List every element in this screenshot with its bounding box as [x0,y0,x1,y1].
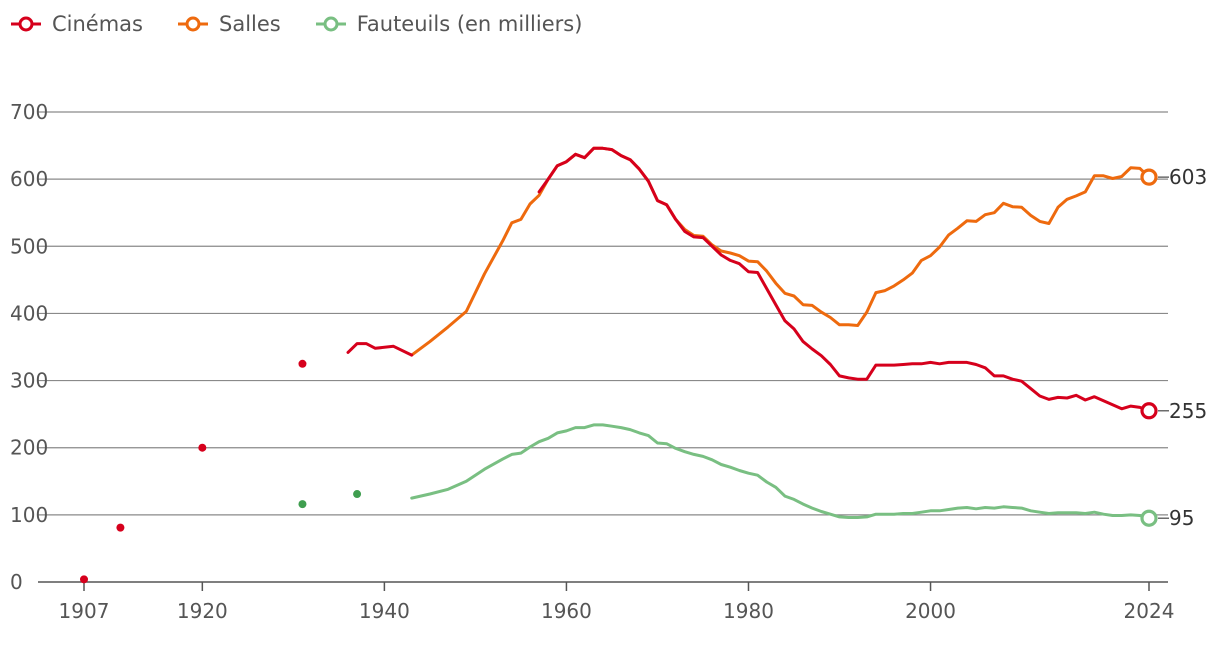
y-tick-label-700: 700 [10,100,48,124]
end-marker-fauteuils[interactable] [1140,509,1158,527]
y-tick-label-200: 200 [10,436,48,460]
x-tick-label-1940: 1940 [359,599,410,623]
x-tick-label-2000: 2000 [905,599,956,623]
legend: Cinémas Salles Fauteuils (en milliers) [10,12,582,36]
legend-marker-salles [178,16,208,32]
end-label-cinemas: 255 [1169,399,1207,423]
data-point-cinemas-1920 [198,443,207,452]
legend-label-salles: Salles [219,12,281,36]
data-point-fauteuils-1937 [353,490,362,499]
x-tick-label-1920: 1920 [177,599,228,623]
y-tick-label-500: 500 [10,234,48,258]
legend-item-cinemas[interactable]: Cinémas [10,12,143,36]
legend-marker-fauteuils [315,16,346,32]
axis-layer: 0 100 200 300 400 500 600 700 1907 1920 1940 1960 19… [10,100,1174,623]
legend-item-fauteuils[interactable]: Fauteuils (en milliers) [315,12,583,36]
x-tick-label-1980: 1980 [723,599,774,623]
x-tick-label-2024: 2024 [1124,599,1175,623]
end-label-fauteuils: 95 [1169,506,1194,530]
legend-label-cinemas: Cinémas [52,12,143,36]
data-point-cinemas-1907 [80,575,88,584]
data-point-cinemas-1911 [116,523,125,532]
y-tick-label-100: 100 [10,503,48,527]
legend-label-fauteuils: Fauteuils (en milliers) [356,12,583,36]
end-label-salles: 603 [1169,165,1207,189]
legend-marker-cinemas [11,16,41,32]
y-tick-label-400: 400 [10,301,48,325]
series-line-cinemas [346,146,1151,413]
data-point-cinemas-1931 [298,359,307,368]
end-marker-cinemas[interactable] [1140,402,1158,420]
series-line-fauteuils [410,423,1151,520]
y-tick-label-0: 0 [10,570,23,594]
x-tick-label-1907: 1907 [59,599,110,623]
data-point-fauteuils-1931 [298,500,307,509]
grid-layer [38,111,1168,516]
legend-item-salles[interactable]: Salles [177,12,281,36]
x-tick-label-1960: 1960 [541,599,592,623]
label-layer: 255 603 95 [1140,165,1207,530]
series-layer [80,146,1151,584]
y-tick-label-300: 300 [10,369,48,393]
end-marker-salles[interactable] [1140,168,1158,186]
y-tick-label-600: 600 [10,167,48,191]
